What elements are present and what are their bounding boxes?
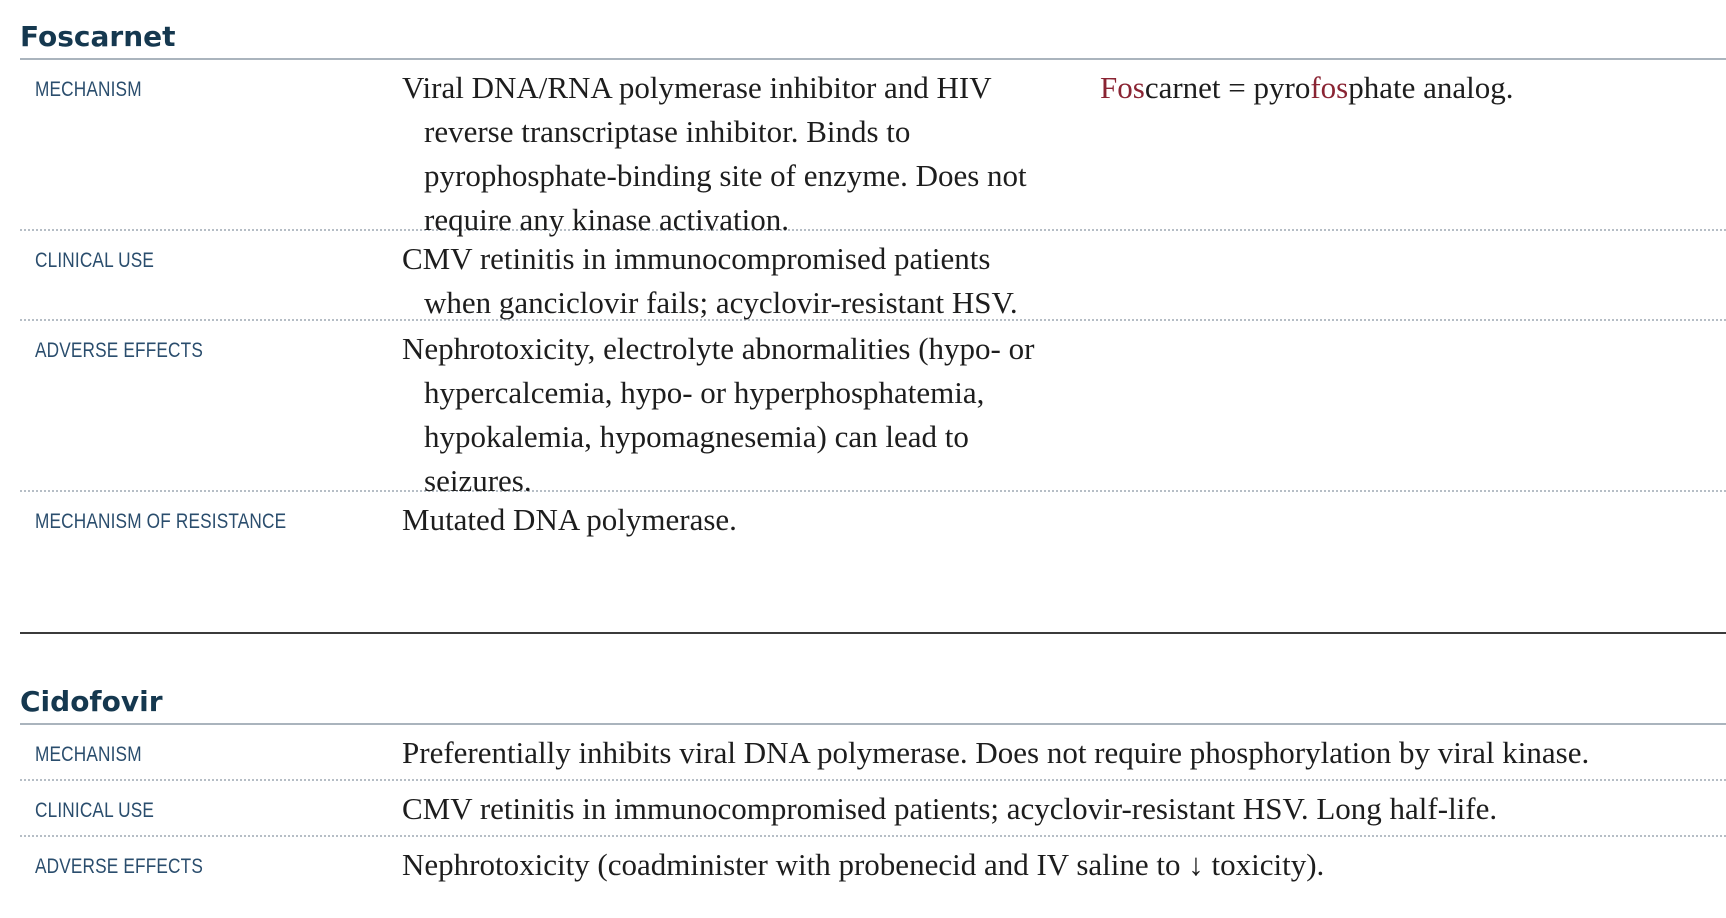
foscarnet-mechanism-label: MECHANISM — [35, 78, 142, 101]
cidofovir-clinical-use-text: CMV retinitis in immunocompromised patie… — [402, 791, 1498, 826]
cidofovir-row-adverse-effects: ADVERSE EFFECTS Nephrotoxicity (coadmini… — [20, 837, 1726, 893]
mnemonic-text-2: phate analog. — [1348, 70, 1514, 105]
foscarnet-clinical-use-text: CMV retinitis in immunocompromised patie… — [402, 241, 1018, 320]
foscarnet-resistance-label: MECHANISM OF RESISTANCE — [35, 510, 287, 533]
cidofovir-title: Cidofovir — [20, 685, 163, 718]
cidofovir-section: Cidofovir MECHANISM Preferentially inhib… — [20, 680, 1726, 893]
foscarnet-adverse-effects-text: Nephrotoxicity, electrolyte abnormalitie… — [402, 331, 1035, 498]
cidofovir-row-mechanism: MECHANISM Preferentially inhibits viral … — [20, 725, 1726, 781]
cidofovir-mechanism-text: Preferentially inhibits viral DNA polyme… — [402, 735, 1590, 770]
foscarnet-row-mechanism: MECHANISM Viral DNA/RNA polymerase inhib… — [20, 60, 1726, 237]
cidofovir-title-rule — [20, 723, 1726, 725]
foscarnet-clinical-use-label: CLINICAL USE — [35, 249, 155, 272]
foscarnet-mnemonic: Foscarnet = pyrofosphate analog. — [1100, 66, 1514, 110]
section-divider — [20, 632, 1726, 634]
foscarnet-row-adverse-effects: ADVERSE EFFECTS Nephrotoxicity, electrol… — [20, 321, 1726, 498]
mnemonic-highlight-fos-1: Fos — [1100, 70, 1145, 105]
cidofovir-clinical-use-label: CLINICAL USE — [35, 799, 155, 822]
foscarnet-row-resistance: MECHANISM OF RESISTANCE Mutated DNA poly… — [20, 492, 1726, 572]
mnemonic-text-1: carnet = pyro — [1144, 70, 1311, 105]
foscarnet-adverse-effects-label: ADVERSE EFFECTS — [35, 339, 203, 362]
foscarnet-mechanism-text: Viral DNA/RNA polymerase inhibitor and H… — [402, 70, 1027, 237]
mnemonic-highlight-fos-2: fos — [1310, 70, 1349, 105]
foscarnet-title-rule — [20, 58, 1726, 60]
foscarnet-row-clinical-use: CLINICAL USE CMV retinitis in immunocomp… — [20, 231, 1726, 321]
cidofovir-adverse-effects-text: Nephrotoxicity (coadminister with proben… — [402, 847, 1325, 882]
cidofovir-row-clinical-use: CLINICAL USE CMV retinitis in immunocomp… — [20, 781, 1726, 837]
foscarnet-title: Foscarnet — [20, 20, 176, 53]
cidofovir-adverse-effects-label: ADVERSE EFFECTS — [35, 855, 203, 878]
foscarnet-resistance-text: Mutated DNA polymerase. — [402, 502, 737, 537]
cidofovir-mechanism-label: MECHANISM — [35, 743, 142, 766]
foscarnet-section: Foscarnet MECHANISM Viral DNA/RNA polyme… — [20, 15, 1726, 572]
